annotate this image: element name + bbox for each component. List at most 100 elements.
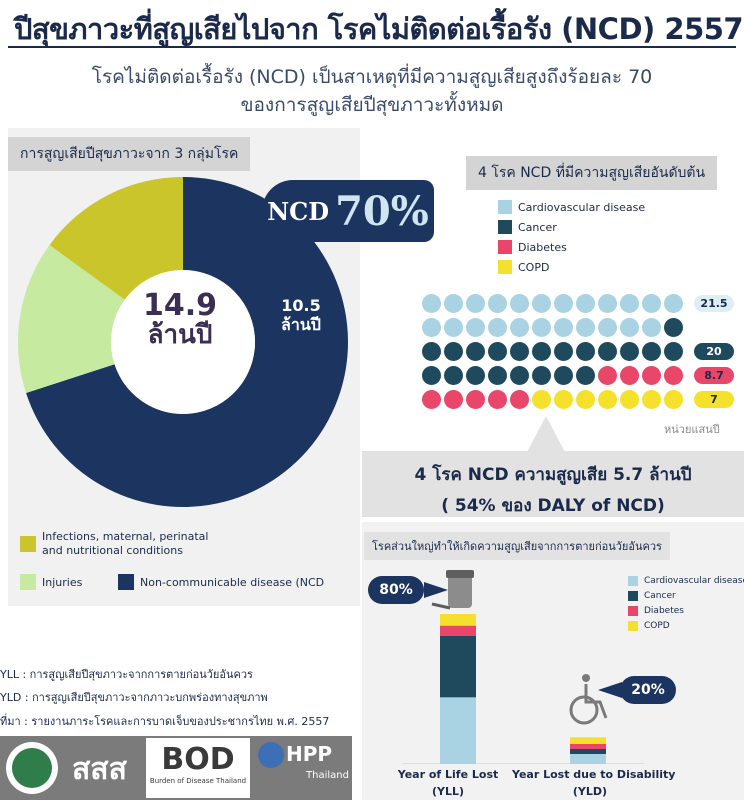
subtitle-line-2: ของการสูญเสียปีสุขภาวะทั้งหมด: [240, 94, 504, 116]
ihpp-logo-text: HPP: [286, 742, 333, 766]
note-yld: YLD : การสูญเสียปีสุขภาวะจากภาวะบกพร่องท…: [0, 691, 268, 704]
legend-infections-line2: and nutritional conditions: [42, 543, 183, 557]
dot-copd: [664, 390, 683, 409]
callout-pointer: [526, 416, 566, 454]
top4-legend-cardio-label: Cardiovascular disease: [518, 200, 646, 214]
dot-diabetes: [642, 366, 661, 385]
top4-legend-cancer: Cancer: [498, 220, 645, 234]
dot-cancer: [422, 342, 441, 361]
top4-legend-cardio: Cardiovascular disease: [498, 200, 645, 214]
dot-cardio: [620, 294, 639, 313]
dot-cardio: [598, 318, 617, 337]
legend-infections-line1: Infections, maternal, perinatal: [42, 530, 209, 543]
dot-copd: [642, 390, 661, 409]
donut-hole: [111, 270, 255, 414]
yll-yld-panel: [362, 522, 744, 800]
yld-percent-badge: 20%: [620, 676, 676, 704]
yll-swatch-cancer: [628, 591, 638, 601]
dot-cardio: [422, 318, 441, 337]
ihpp-logo-sub: Thailand: [306, 770, 349, 781]
dot-cardio: [444, 318, 463, 337]
yll-bar-diabetes: [440, 625, 476, 636]
dot-cancer: [444, 366, 463, 385]
legend-injuries-label: Injuries: [42, 575, 83, 589]
dot-cancer: [642, 342, 661, 361]
dot-cardio: [576, 318, 595, 337]
dot-cancer: [598, 342, 617, 361]
dot-copd: [532, 390, 551, 409]
donut-slice-injuries: [18, 245, 125, 393]
bod-logo-sub: Burden of Disease Thailand: [149, 777, 247, 785]
dot-diabetes: [598, 366, 617, 385]
swatch-diabetes: [498, 240, 512, 254]
dot-unit-note: หน่วยแสนปี: [664, 423, 720, 436]
title-divider: [8, 46, 736, 48]
dot-cardio: [488, 294, 507, 313]
dot-copd: [554, 390, 573, 409]
yld-axis-label-1: Year Lost due to Disability: [512, 768, 676, 781]
donut-slice-ncd: [26, 177, 348, 508]
ncd-summary-box: 4 โรค NCD ความสูญเสีย 5.7 ล้านปี ( 54% ข…: [362, 451, 744, 517]
ncd-percent-badge: NCD 70%: [262, 180, 434, 242]
yld-axis-label-2: (YLD): [572, 785, 608, 798]
wheelchair-icon: [569, 674, 608, 725]
donut-slice-infections: [49, 177, 184, 300]
yll-legend-cancer-label: Cancer: [644, 591, 676, 601]
donut-tag: การสูญเสียปีสุขภาวะจาก 3 กลุ่มโรค: [8, 137, 251, 171]
dot-cardio: [466, 294, 485, 313]
yll-swatch-diabetes: [628, 606, 638, 616]
dot-cardio: [510, 294, 529, 313]
ncd-summary-line1: 4 โรค NCD ความสูญเสีย 5.7 ล้านปี: [414, 465, 692, 485]
yll-axis-label: Year of Life Lost (YLL): [392, 768, 504, 798]
donut-total-value: 14.9: [142, 288, 218, 323]
donut-total-unit: ล้านปี: [147, 319, 213, 350]
legend-injuries: Injuries: [20, 574, 82, 590]
dot-cancer: [510, 342, 529, 361]
swatch-cancer: [498, 220, 512, 234]
dot-cancer: [488, 366, 507, 385]
ncd-badge-percent: 70%: [335, 187, 429, 235]
dot-cardio: [532, 318, 551, 337]
dot-diabetes: [664, 366, 683, 385]
dot-cancer: [532, 366, 551, 385]
pill-bottle-icon: [431, 570, 474, 610]
dot-diabetes: [510, 390, 529, 409]
dot-copd: [620, 390, 639, 409]
swatch-copd: [498, 260, 512, 274]
dot-diabetes: [444, 390, 463, 409]
moph-logo-inner: [12, 748, 52, 788]
dot-cardio: [598, 294, 617, 313]
donut-chart: [18, 177, 348, 508]
dot-diabetes: [422, 390, 441, 409]
dot-cancer: [664, 342, 683, 361]
dot-cancer: [576, 366, 595, 385]
yld-axis-label: Year Lost due to Disability (YLD): [512, 768, 676, 798]
yll-swatch-cardio: [628, 576, 638, 586]
yld-bar-cardio: [570, 754, 606, 764]
dot-diabetes: [488, 390, 507, 409]
row-label-diabetes: 8.7: [694, 367, 734, 384]
yll-legend-cardio-label: Cardiovascular disease: [644, 576, 744, 586]
yll-bar-cardio: [440, 697, 476, 764]
yll-legend: Cardiovascular disease Cancer Diabetes C…: [628, 576, 744, 631]
dot-cancer: [554, 342, 573, 361]
dot-cancer: [554, 366, 573, 385]
yll-legend-diabetes-label: Diabetes: [644, 606, 684, 616]
yll-badge-pointer: [424, 582, 448, 598]
dot-cancer: [422, 366, 441, 385]
subtitle-line-1: โรคไม่ติดต่อเรื้อรัง (NCD) เป็นสาเหตุที่…: [91, 66, 653, 88]
ihpp-logo-circle: [258, 742, 284, 768]
dot-cancer: [466, 366, 485, 385]
row-label-cardio: 21.5: [694, 295, 734, 312]
top4-legend-diabetes-label: Diabetes: [518, 240, 567, 254]
yll-legend-cancer: Cancer: [628, 591, 744, 601]
legend-swatch-infections: [20, 536, 36, 552]
dot-cancer: [664, 318, 683, 337]
ncd-value-number: 10.5: [281, 296, 321, 315]
ncd-value-unit: ล้านปี: [281, 315, 321, 335]
page-title: ปีสุขภาวะที่สูญเสียไปจาก โรคไม่ติดต่อเรื…: [14, 12, 744, 46]
yll-axis-label-2: (YLL): [431, 785, 465, 798]
note-source: ที่มา : รายงานภาระโรคและการบาดเจ็บของประ…: [0, 715, 330, 728]
dot-cardio: [532, 294, 551, 313]
yll-tag: โรคส่วนใหญ่ทำให้เกิดความสูญเสียจากการตาย…: [364, 532, 670, 560]
